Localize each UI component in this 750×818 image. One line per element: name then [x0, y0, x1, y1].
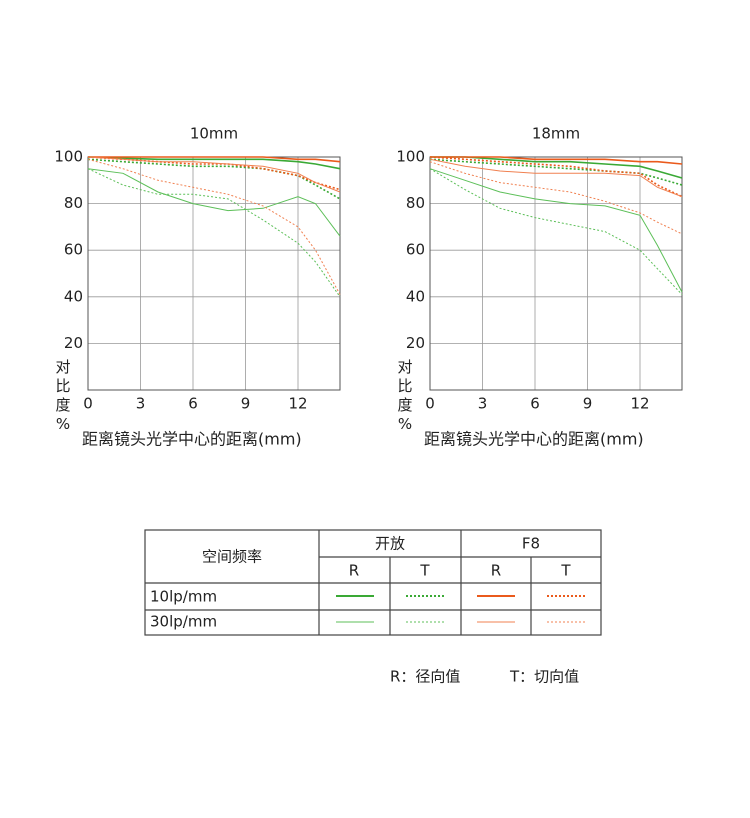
x-tick-label: 3 — [136, 395, 146, 413]
series-line — [87, 168, 341, 298]
table-sub: T — [419, 562, 430, 580]
legend-samples — [336, 595, 585, 623]
x-tick-label: 12 — [288, 395, 307, 413]
series-line — [429, 156, 683, 198]
table-row: 30lp/mm — [150, 613, 217, 631]
series-line — [429, 158, 683, 186]
table-header: 空间频率 — [202, 548, 262, 566]
series-line — [429, 168, 683, 295]
table-group: 开放 — [375, 535, 405, 553]
note-r: R：径向值 — [390, 668, 460, 686]
x-tick-label: 0 — [83, 395, 93, 413]
table-row: 10lp/mm — [150, 588, 217, 606]
x-tick-label: 9 — [583, 395, 593, 413]
chart: 18mm 20 40 60 80 100 0 3 6 9 12 对比度% 距离镜头光学中心的距离(mm) — [396, 125, 683, 449]
series-line — [429, 158, 683, 198]
series-line — [87, 156, 341, 170]
y-tick-label: 40 — [406, 287, 425, 305]
series-line — [429, 168, 683, 293]
y-tick-label: 60 — [406, 241, 425, 259]
chart-title: 18mm — [532, 125, 580, 143]
x-tick-label: 0 — [425, 395, 435, 413]
x-tick-label: 3 — [478, 395, 488, 413]
series-line — [87, 158, 341, 295]
y-tick-label: 20 — [406, 334, 425, 352]
x-axis-label: 距离镜头光学中心的距离(mm) — [424, 430, 644, 449]
table-sub: T — [560, 562, 571, 580]
table-sub: R — [349, 562, 359, 580]
x-axis-label: 距离镜头光学中心的距离(mm) — [82, 430, 302, 449]
legend-table: 空间频率 开放 F8 R T R T 10lp/mm 30lp/mm — [144, 529, 602, 636]
table-group: F8 — [522, 535, 540, 553]
y-tick-label: 80 — [406, 194, 425, 212]
plot-frame — [87, 156, 341, 391]
series-line — [87, 158, 341, 200]
series-line — [87, 156, 341, 193]
table-sub: R — [491, 562, 501, 580]
y-tick-label: 100 — [54, 148, 83, 166]
x-tick-label: 6 — [188, 395, 198, 413]
note-t: T：切向值 — [509, 668, 579, 686]
x-tick-label: 12 — [630, 395, 649, 413]
chart-title: 10mm — [190, 125, 238, 143]
plot-frame — [429, 156, 683, 391]
chart: 10mm 20 40 60 80 100 0 3 6 9 12 对比度% 距离镜头光学中心的距离(mm) — [54, 125, 341, 449]
y-tick-label: 100 — [396, 148, 425, 166]
y-tick-label: 40 — [64, 287, 83, 305]
x-tick-label: 6 — [530, 395, 540, 413]
y-tick-label: 60 — [64, 241, 83, 259]
series-line — [87, 168, 341, 237]
x-tick-label: 9 — [241, 395, 251, 413]
series-line — [429, 161, 683, 235]
series-line — [430, 156, 683, 165]
y-tick-label: 20 — [64, 334, 83, 352]
y-tick-label: 80 — [64, 194, 83, 212]
series-line — [88, 156, 341, 163]
y-axis-label: 对比度% — [55, 358, 70, 433]
y-axis-label: 对比度% — [397, 358, 412, 433]
